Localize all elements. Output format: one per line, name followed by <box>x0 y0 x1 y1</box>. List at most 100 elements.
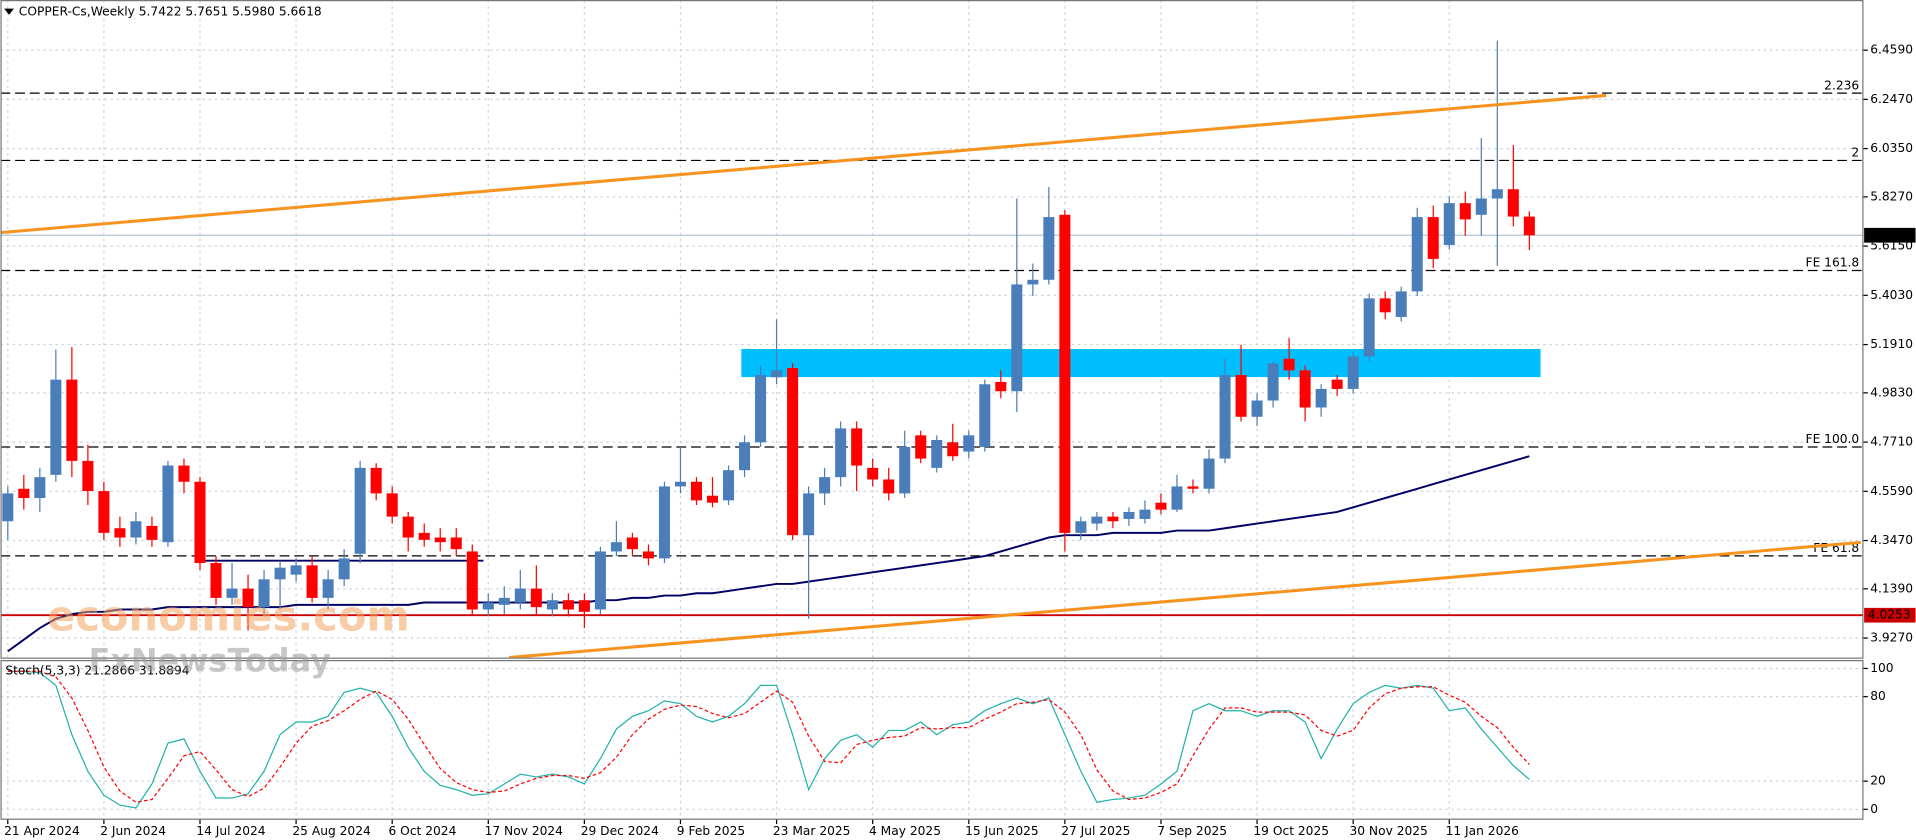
candle-body <box>386 493 398 517</box>
candle-body <box>50 379 62 475</box>
axes: 6.45906.24706.03505.82705.61505.40305.19… <box>4 43 1916 838</box>
candle-body <box>963 435 975 452</box>
candle-body <box>1347 356 1359 389</box>
x-tick-label: 25 Aug 2024 <box>292 824 371 838</box>
stochastic-label: Stoch(5,3,3) 21.2866 31.8894 <box>5 664 189 678</box>
x-tick-label: 2 Jun 2024 <box>100 824 166 838</box>
candle-body <box>787 368 799 536</box>
candle-body <box>322 579 334 598</box>
candle-body <box>707 495 719 503</box>
candle-body <box>723 470 735 501</box>
candle-body <box>1059 214 1071 533</box>
y-tick-label: 100 <box>1870 661 1893 675</box>
y-tick-label: 0 <box>1870 802 1878 816</box>
candle-body <box>498 597 510 605</box>
candle-body <box>1283 358 1295 371</box>
candle-body <box>867 467 879 480</box>
candle-body <box>626 537 638 550</box>
candle-body <box>290 565 302 575</box>
stochastic-panel <box>0 660 1863 820</box>
candle-body <box>338 558 350 580</box>
candle-body <box>66 379 78 461</box>
candle-body <box>883 479 895 494</box>
y-tick-label: 80 <box>1870 689 1886 703</box>
y-tick-label: 4.9830 <box>1870 385 1913 399</box>
candle-body <box>226 588 238 598</box>
candle-body <box>418 532 430 540</box>
last-price-label: 5.6618 <box>1868 228 1911 242</box>
stochastic-k <box>7 670 1530 809</box>
candle-body <box>674 481 686 487</box>
candle-body <box>1523 216 1535 236</box>
candle-body <box>1139 509 1151 519</box>
candle-body <box>851 428 863 466</box>
menu-triangle <box>4 8 14 15</box>
resistance-zone <box>741 348 1541 378</box>
candle-body <box>1331 379 1343 389</box>
y-tick-label: 5.8270 <box>1870 189 1913 203</box>
candle-body <box>1171 486 1183 510</box>
support-box <box>1864 607 1916 623</box>
candle-body <box>114 528 126 538</box>
candle-body <box>755 374 767 443</box>
y-tick-label: 6.2470 <box>1870 92 1913 106</box>
candle-body <box>162 465 174 543</box>
watermark: economies.com <box>47 592 410 641</box>
y-tick-label: 4.1390 <box>1870 581 1913 595</box>
candle-body <box>739 442 751 471</box>
y-tick-label: 6.0350 <box>1870 141 1913 155</box>
x-tick-label: 15 Jun 2025 <box>965 824 1039 838</box>
candle-body <box>450 537 462 550</box>
candle-body <box>915 435 927 459</box>
candle-body <box>274 567 286 580</box>
candle-body <box>354 467 366 554</box>
candle-body <box>1107 516 1119 522</box>
candle-body <box>306 565 318 598</box>
x-tick-label: 19 Oct 2025 <box>1253 824 1329 838</box>
candle-body <box>1123 511 1135 519</box>
candle-body <box>1235 374 1247 417</box>
candle-body <box>1363 298 1375 357</box>
fibonacci-label: 2 <box>1851 146 1859 160</box>
candle-body <box>562 600 574 610</box>
candle-body <box>82 460 94 492</box>
candle-body <box>98 491 110 533</box>
candle-body <box>1219 374 1231 459</box>
x-tick-label: 4 May 2025 <box>869 824 941 838</box>
candle-body <box>1411 217 1423 292</box>
stochastic-d <box>7 670 1530 803</box>
y-tick-label: 5.4030 <box>1870 288 1913 302</box>
candle-body <box>610 542 622 552</box>
x-tick-label: 6 Oct 2024 <box>389 824 457 838</box>
candle-body <box>210 563 222 598</box>
price-frame <box>0 0 1864 659</box>
x-tick-label: 27 Jul 2025 <box>1061 824 1130 838</box>
candle-body <box>1251 400 1263 417</box>
candle-body <box>1027 279 1039 285</box>
y-tick-label: 6.4590 <box>1870 43 1913 57</box>
candle-body <box>771 370 783 378</box>
candle-body <box>34 477 46 499</box>
y-tick-label: 5.1910 <box>1870 337 1913 351</box>
x-tick-label: 17 Nov 2024 <box>485 824 564 838</box>
candle-body <box>514 588 526 603</box>
candle-body <box>1379 298 1391 313</box>
candle-body <box>979 384 991 447</box>
y-tick-label: 3.9270 <box>1870 631 1913 645</box>
candle-body <box>370 467 382 494</box>
candle-body <box>434 537 446 543</box>
candle-body <box>482 602 494 610</box>
x-tick-label: 30 Nov 2025 <box>1349 824 1427 838</box>
fibonacci-label: 2.236 <box>1824 78 1859 92</box>
y-tick-label: 4.5590 <box>1870 484 1913 498</box>
x-tick-label: 7 Sep 2025 <box>1157 824 1227 838</box>
fibonacci-label: FE 161.8 <box>1806 256 1860 270</box>
fibonacci-label: FE 100.0 <box>1806 432 1860 446</box>
candle-body <box>1043 217 1055 280</box>
candle-body <box>1475 198 1487 215</box>
y-tick-label: 4.3470 <box>1870 533 1913 547</box>
candle-body <box>402 516 414 538</box>
chart-title: COPPER-Cs,Weekly 5.7422 5.7651 5.5980 5.… <box>19 5 322 19</box>
